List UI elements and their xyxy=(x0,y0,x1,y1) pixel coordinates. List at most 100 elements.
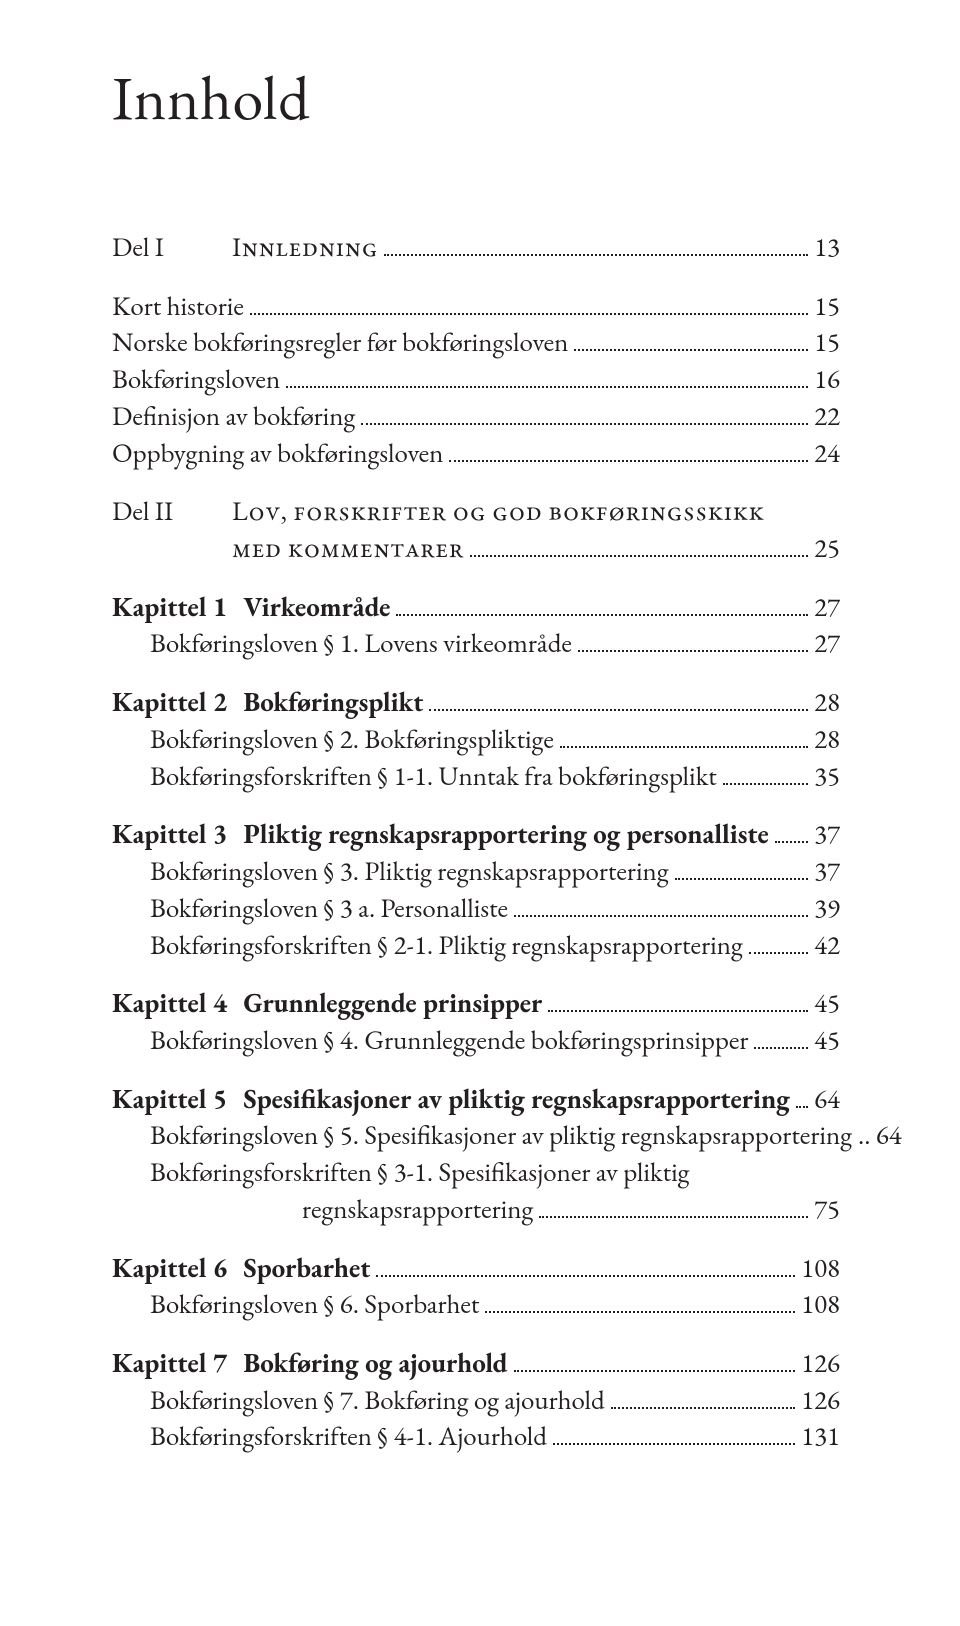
toc-entry: Definisjon av bokføring 22 xyxy=(112,399,840,436)
entry-label: Bokføringsforskriften § 1-1. Unntak fra … xyxy=(150,759,717,796)
leader-dots xyxy=(514,898,808,917)
chapter-prefix: Kapittel 3 xyxy=(112,817,227,852)
page-number: 108 xyxy=(801,1287,840,1324)
page-title: Innhold xyxy=(112,58,840,138)
leader-dots xyxy=(539,1199,808,1218)
chapter-title: Virkeområde xyxy=(243,590,390,625)
leader-dots xyxy=(286,369,808,388)
page-number: 42 xyxy=(814,928,840,965)
chapter-prefix: Kapittel 1 xyxy=(112,590,227,625)
entry-label: Oppbygning av bokføringsloven xyxy=(112,436,443,473)
leader-dots xyxy=(749,935,808,954)
chapter-heading: Kapittel 3 Pliktig regnskapsrapportering… xyxy=(112,817,840,854)
part-title: Innledning xyxy=(232,230,378,267)
leader-dots xyxy=(548,993,808,1012)
leader-dots xyxy=(485,1294,795,1313)
leader-dots xyxy=(429,692,808,711)
entry-label: Definisjon av bokføring xyxy=(112,399,355,436)
chapter-prefix: Kapittel 2 xyxy=(112,685,227,720)
leader-dots xyxy=(578,634,808,653)
leader-dots xyxy=(396,597,808,616)
entry-label: Bokføringsloven § 7. Bokføring og ajourh… xyxy=(150,1383,605,1420)
chapter-block: Kapittel 2 Bokføringsplikt 28 Bokførings… xyxy=(112,685,840,795)
page-number: 75 xyxy=(814,1192,840,1229)
page-number: 126 xyxy=(801,1383,840,1420)
page-number: 16 xyxy=(814,362,840,399)
entry-label: Kort historie xyxy=(112,289,244,326)
leader-dots xyxy=(560,729,808,748)
chapter-heading: Kapittel 6 Sporbarhet 108 xyxy=(112,1251,840,1288)
page-number: 25 xyxy=(814,531,840,568)
entry-label: Bokføringsloven § 2. Bokføringspliktige xyxy=(150,722,554,759)
part-heading-row: med kommentarer 25 xyxy=(112,531,840,568)
toc-entry: Bokføringsloven § 3 a. Personalliste 39 xyxy=(112,891,840,928)
leader-dots xyxy=(361,406,808,425)
toc-entry: Bokføringsloven § 3. Pliktig regnskapsra… xyxy=(112,854,840,891)
entry-label-line2: regnskapsrapportering xyxy=(302,1192,533,1229)
leader-dots xyxy=(574,333,808,352)
entry-label: Bokføringsforskriften § 2-1. Pliktig reg… xyxy=(150,928,743,965)
part-title-line: med kommentarer xyxy=(232,531,464,568)
leader-dots xyxy=(553,1427,795,1446)
chapter-block: Kapittel 7 Bokføring og ajourhold 126 Bo… xyxy=(112,1346,840,1456)
chapter-prefix: Kapittel 5 xyxy=(112,1082,227,1117)
leader-dots xyxy=(514,1353,796,1372)
leader-dots xyxy=(775,824,808,843)
page-number: 45 xyxy=(814,986,840,1023)
entry-label: Bokføringsloven § 5. Spesifikasjoner av … xyxy=(150,1118,852,1155)
chapter-prefix: Kapittel 7 xyxy=(112,1346,227,1381)
toc-entry: Bokføringsloven § 1. Lovens virkeområde … xyxy=(112,626,840,663)
chapter-block: Kapittel 6 Sporbarhet 108 Bokføringslove… xyxy=(112,1251,840,1324)
toc-entry: Bokføringsforskriften § 4-1. Ajourhold 1… xyxy=(112,1419,840,1456)
page-number: 24 xyxy=(814,436,840,473)
chapter-block: Kapittel 5 Spesifikasjoner av pliktig re… xyxy=(112,1082,840,1229)
part-tag: Del II xyxy=(112,494,232,531)
entry-label-line1: Bokføringsforskriften § 3-1. Spesifikasj… xyxy=(150,1155,689,1192)
chapter-heading: Kapittel 5 Spesifikasjoner av pliktig re… xyxy=(112,1082,840,1119)
page-number: 39 xyxy=(814,891,840,928)
leader-dots xyxy=(611,1390,795,1409)
toc-entry: Bokføringsforskriften § 1-1. Unntak fra … xyxy=(112,759,840,796)
leader-dots xyxy=(384,237,808,256)
leader-dots xyxy=(723,766,808,785)
page-number: 15 xyxy=(814,325,840,362)
chapter-title: Bokføringsplikt xyxy=(243,685,423,720)
toc: Del I Innledning 13 Kort historie 15 Nor… xyxy=(112,230,840,1456)
chapter-prefix: Kapittel 4 xyxy=(112,986,227,1021)
part-heading-row: Del II Lov, forskrifter og god bokføring… xyxy=(112,494,840,531)
page-number: 64 xyxy=(814,1082,840,1119)
entry-label: Norske bokføringsregler før bokføringslo… xyxy=(112,325,568,362)
page-number: 126 xyxy=(801,1346,840,1383)
page-number: 28 xyxy=(814,685,840,722)
page-number: 35 xyxy=(814,759,840,796)
entry-label: Bokføringsloven § 4. Grunnleggende bokfø… xyxy=(150,1023,748,1060)
toc-entry: Bokføringsloven § 5. Spesifikasjoner av … xyxy=(112,1118,840,1155)
entry-label: Bokføringsloven § 6. Sporbarhet xyxy=(150,1287,479,1324)
page-number: 27 xyxy=(814,590,840,627)
page-number: 108 xyxy=(801,1251,840,1288)
chapter-title: Bokføring og ajourhold xyxy=(243,1346,507,1381)
chapter-heading: Kapittel 1 Virkeområde 27 xyxy=(112,590,840,627)
page-number: 37 xyxy=(814,854,840,891)
chapter-heading: Kapittel 4 Grunnleggende prinsipper 45 xyxy=(112,986,840,1023)
chapter-block: Kapittel 4 Grunnleggende prinsipper 45 B… xyxy=(112,986,840,1059)
toc-entry: Bokføringsforskriften § 2-1. Pliktig reg… xyxy=(112,928,840,965)
toc-entry: Bokføringsforskriften § 3-1. Spesifikasj… xyxy=(112,1155,840,1192)
toc-entry: Bokføringsloven § 6. Sporbarhet 108 xyxy=(112,1287,840,1324)
page-number: 64 xyxy=(876,1118,902,1153)
toc-entry: Bokføringsloven 16 xyxy=(112,362,840,399)
leader-dots xyxy=(250,296,808,315)
chapter-block: Kapittel 1 Virkeområde 27 Bokføringslove… xyxy=(112,590,840,663)
entry-label: Bokføringsloven § 1. Lovens virkeområde xyxy=(150,626,572,663)
entries-block: Kort historie 15 Norske bokføringsregler… xyxy=(112,289,840,473)
leader-dots xyxy=(470,538,808,557)
page-number: 37 xyxy=(814,817,840,854)
chapter-block: Kapittel 3 Pliktig regnskapsrapportering… xyxy=(112,817,840,964)
chapter-title: Spesifikasjoner av pliktig regnskapsrapp… xyxy=(243,1082,789,1117)
page-number: 27 xyxy=(814,626,840,663)
page-number: 22 xyxy=(814,399,840,436)
toc-entry-cont: regnskapsrapportering 75 xyxy=(112,1192,840,1229)
leader-dots xyxy=(376,1258,795,1277)
entry-label: Bokføringsforskriften § 4-1. Ajourhold xyxy=(150,1419,547,1456)
chapter-heading: Kapittel 2 Bokføringsplikt 28 xyxy=(112,685,840,722)
